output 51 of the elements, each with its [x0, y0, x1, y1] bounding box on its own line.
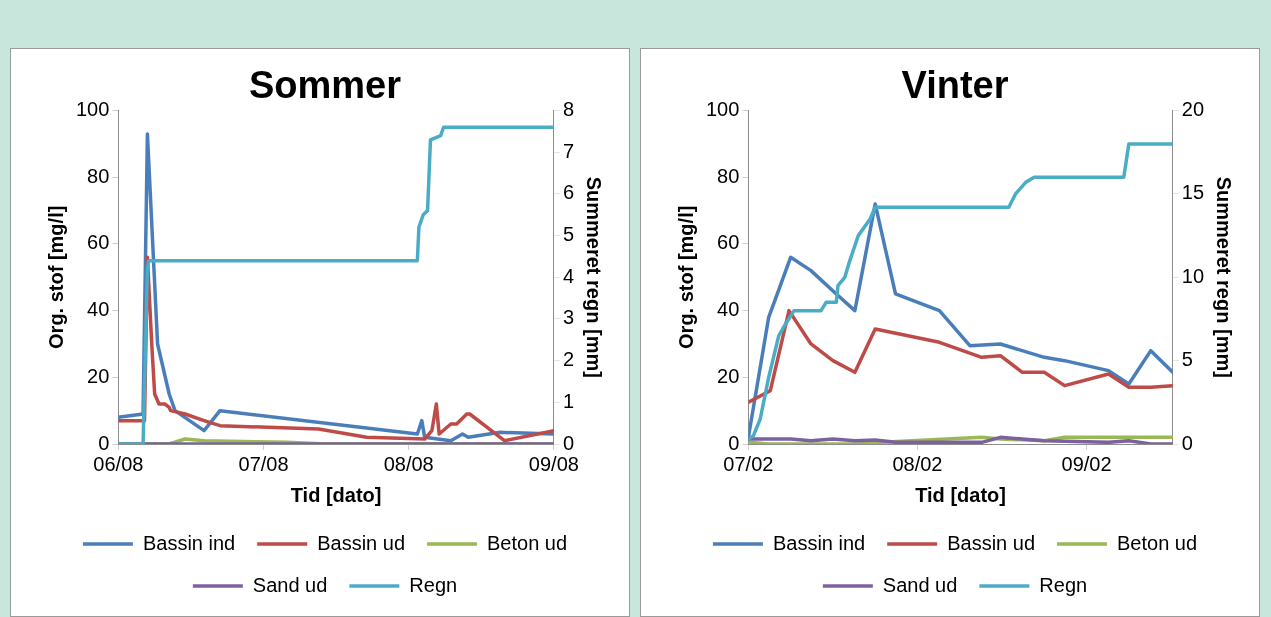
y2-tick-label: 8: [562, 98, 574, 121]
y2-tick-label: 4: [562, 264, 574, 287]
legend-label: Sand ud: [882, 573, 958, 596]
legend-label: Bassin ud: [947, 531, 1036, 554]
y2-axis-title: Summeret regn [mm]: [583, 176, 606, 378]
legend-label: Bassin ind: [142, 531, 236, 554]
x-tick-label: 07/08: [238, 452, 289, 475]
x-tick-label: 09/08: [528, 452, 579, 475]
y2-tick-label: 5: [562, 223, 574, 246]
legend-label: Regn: [1039, 573, 1088, 596]
y2-tick-label: 7: [562, 139, 574, 162]
y-axis-title: Org. stof [mg/l]: [44, 205, 67, 349]
y2-tick-label: 5: [1181, 348, 1193, 371]
x-tick-label: 07/02: [723, 452, 774, 475]
chart-title: Sommer: [248, 64, 402, 107]
y2-tick-label: 1: [562, 389, 574, 412]
y-axis-title: Org. stof [mg/l]: [674, 205, 697, 349]
legend-label: Regn: [409, 573, 458, 596]
legend-label: Beton ud: [487, 531, 568, 554]
y-tick-label: 20: [717, 364, 740, 387]
x-axis-title: Tid [dato]: [915, 483, 1006, 506]
y-tick-label: 0: [98, 431, 110, 454]
y-tick-label: 80: [87, 164, 110, 187]
y-tick-label: 20: [87, 364, 110, 387]
y-tick-label: 60: [87, 231, 110, 254]
x-axis-title: Tid [dato]: [290, 483, 382, 506]
y2-axis-title: Summeret regn [mm]: [1213, 176, 1236, 378]
y-tick-label: 0: [728, 431, 740, 454]
y2-tick-label: 6: [562, 181, 574, 204]
y-tick-label: 100: [705, 98, 740, 121]
y2-tick-label: 2: [562, 348, 574, 371]
x-tick-label: 09/02: [1061, 452, 1112, 475]
y-tick-label: 80: [717, 164, 740, 187]
x-tick-label: 08/08: [383, 452, 434, 475]
legend-label: Bassin ud: [317, 531, 406, 554]
y-tick-label: 100: [75, 98, 110, 121]
x-tick-label: 08/02: [892, 452, 943, 475]
y2-tick-label: 0: [1181, 431, 1193, 454]
y2-tick-label: 15: [1181, 181, 1204, 204]
y2-tick-label: 20: [1181, 98, 1204, 121]
y2-tick-label: 0: [562, 431, 574, 454]
y-tick-label: 40: [717, 298, 740, 321]
y-tick-label: 60: [717, 231, 740, 254]
chart-title: Vinter: [901, 64, 1009, 107]
legend-label: Beton ud: [1117, 531, 1198, 554]
x-tick-label: 06/08: [93, 452, 144, 475]
y2-tick-label: 10: [1181, 264, 1204, 287]
y2-tick-label: 3: [562, 306, 574, 329]
legend-label: Sand ud: [252, 573, 328, 596]
y-tick-label: 40: [87, 298, 110, 321]
legend-label: Bassin ind: [772, 531, 866, 554]
